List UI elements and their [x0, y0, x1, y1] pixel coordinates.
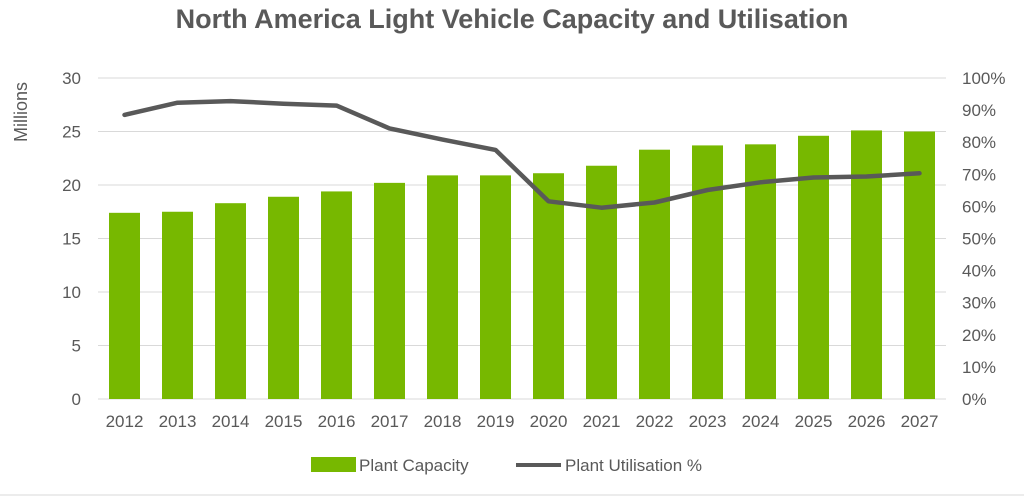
y-tick-label: 20: [62, 176, 81, 195]
x-axis-ticks: 2012 2013 2014 2015 2016 2017 2018 2019 2020 2021…: [106, 412, 939, 431]
legend-label-plant-utilisation: Plant Utilisation %: [565, 456, 702, 475]
legend: Plant Capacity Plant Utilisation %: [311, 456, 702, 475]
y-tick-label: 5: [72, 337, 81, 356]
y2-tick-label: 10%: [962, 358, 996, 377]
x-tick-label: 2025: [795, 412, 833, 431]
bar-plant-capacity: [374, 182, 405, 399]
y2-tick-label: 30%: [962, 294, 996, 313]
bar-plant-capacity: [162, 211, 193, 399]
bars: [109, 130, 935, 399]
x-tick-label: 2022: [636, 412, 674, 431]
y2-tick-label: 60%: [962, 197, 996, 216]
bar-plant-capacity: [639, 149, 670, 399]
y2-tick-label: 100%: [962, 69, 1005, 88]
y-tick-label: 30: [62, 69, 81, 88]
bar-plant-capacity: [321, 191, 352, 399]
bar-plant-capacity: [268, 196, 299, 399]
x-tick-label: 2024: [742, 412, 780, 431]
y2-tick-label: 90%: [962, 101, 996, 120]
x-tick-label: 2019: [477, 412, 515, 431]
y-tick-label: 25: [62, 123, 81, 142]
x-tick-label: 2013: [159, 412, 197, 431]
y2-tick-label: 20%: [962, 326, 996, 345]
x-tick-label: 2023: [689, 412, 727, 431]
y2-tick-label: 80%: [962, 133, 996, 152]
legend-swatch-plant-capacity: [311, 457, 356, 472]
x-tick-label: 2017: [371, 412, 409, 431]
bar-plant-capacity: [215, 203, 246, 399]
legend-label-plant-capacity: Plant Capacity: [359, 456, 469, 475]
y2-axis-ticks: 0% 10% 20% 30% 40% 50% 60% 70% 80% 90% 100%: [962, 69, 1005, 409]
bar-plant-capacity: [851, 130, 882, 399]
x-tick-label: 2014: [212, 412, 250, 431]
y-tick-label: 10: [62, 283, 81, 302]
y2-tick-label: 70%: [962, 165, 996, 184]
x-tick-label: 2015: [265, 412, 303, 431]
y-axis-ticks: 0 5 10 15 20 25 30: [62, 69, 81, 409]
bar-plant-capacity: [109, 212, 140, 399]
x-tick-label: 2021: [583, 412, 621, 431]
x-tick-label: 2026: [848, 412, 886, 431]
y-tick-label: 0: [72, 390, 81, 409]
y-axis-label: Millions: [11, 82, 31, 142]
bar-plant-capacity: [533, 173, 564, 399]
y2-tick-label: 0%: [962, 390, 987, 409]
x-tick-label: 2012: [106, 412, 144, 431]
bar-plant-capacity: [427, 175, 458, 399]
y2-tick-label: 40%: [962, 262, 996, 281]
chart-title: North America Light Vehicle Capacity and…: [175, 4, 849, 34]
bar-plant-capacity: [745, 144, 776, 399]
bar-plant-capacity: [480, 175, 511, 399]
bar-plant-capacity: [692, 145, 723, 399]
x-tick-label: 2027: [901, 412, 939, 431]
x-tick-label: 2016: [318, 412, 356, 431]
x-tick-label: 2020: [530, 412, 568, 431]
bar-plant-capacity: [586, 165, 617, 399]
utilisation-line: [122, 98, 922, 210]
line-plant-utilisation: [122, 98, 922, 210]
x-tick-label: 2018: [424, 412, 462, 431]
y-tick-label: 15: [62, 230, 81, 249]
y2-tick-label: 50%: [962, 230, 996, 249]
